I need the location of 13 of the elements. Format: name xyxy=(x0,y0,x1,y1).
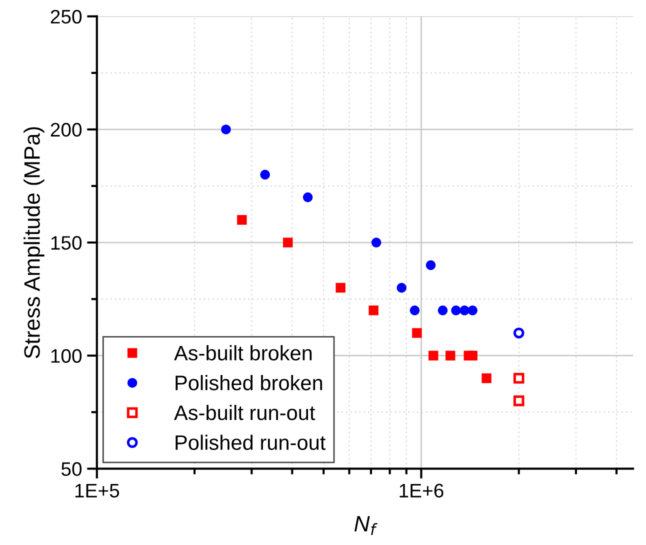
y-tick-label: 250 xyxy=(50,10,82,24)
legend-label: As-built broken xyxy=(174,345,312,360)
y-tick-label: 150 xyxy=(51,236,82,250)
y-tick-label: 100 xyxy=(51,349,82,363)
y-tick-label: 200 xyxy=(50,122,82,137)
legend-label: Polished run-out xyxy=(176,434,326,450)
x-tick-label: 1E+6 xyxy=(400,484,444,498)
x-tick-label: 1E+5 xyxy=(75,484,120,498)
legend-label: Polished broken xyxy=(176,375,322,390)
x-axis-title: N$_{f}$ xyxy=(354,516,378,536)
y-tick-label: 50 xyxy=(61,462,82,476)
y-axis-title: Stress Amplitude (MPa) xyxy=(24,127,44,358)
legend-label: As-built run-out xyxy=(174,404,316,420)
